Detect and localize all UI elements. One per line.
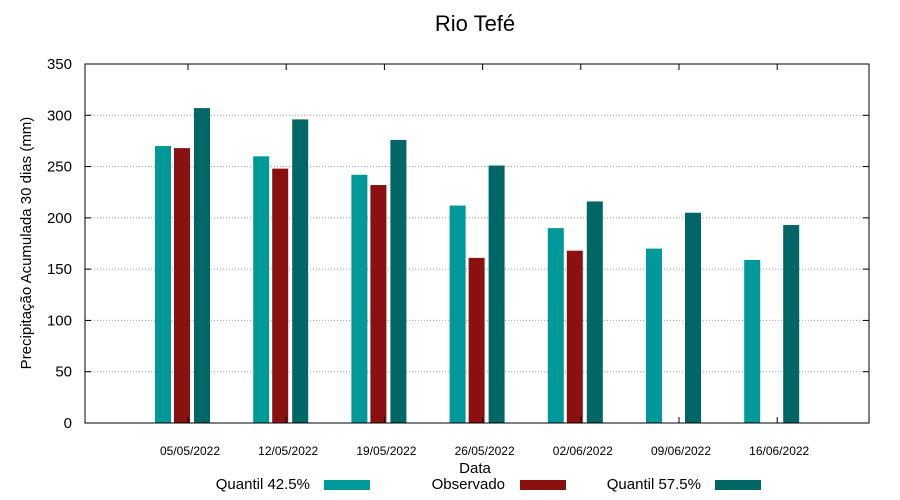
x-tick-label: 02/06/2022 bbox=[553, 444, 613, 458]
y-tick-label: 250 bbox=[47, 159, 72, 176]
y-tick-label: 300 bbox=[47, 107, 72, 124]
bar bbox=[449, 205, 466, 423]
bar bbox=[194, 108, 210, 423]
bar bbox=[488, 165, 505, 423]
bar bbox=[253, 156, 270, 424]
legend-item: Quantil 57.5% bbox=[607, 476, 761, 493]
bar bbox=[783, 225, 800, 423]
bar bbox=[174, 148, 190, 423]
chart-title: Rio Tefé bbox=[435, 11, 515, 36]
bar bbox=[646, 248, 662, 423]
legend-item: Observado bbox=[432, 476, 566, 493]
bars bbox=[155, 108, 800, 424]
legend-swatch bbox=[324, 480, 370, 490]
bar bbox=[566, 250, 583, 423]
y-axis-label: Precipitação Acumulada 30 dias (mm) bbox=[18, 117, 35, 370]
x-tick-label: 12/05/2022 bbox=[258, 444, 318, 458]
legend-label: Quantil 42.5% bbox=[216, 476, 310, 493]
x-tick-label: 05/05/2022 bbox=[160, 444, 220, 458]
bar bbox=[155, 146, 171, 424]
x-tick-label: 19/05/2022 bbox=[356, 444, 416, 458]
x-tick-label: 09/06/2022 bbox=[651, 444, 711, 458]
bar bbox=[272, 168, 289, 423]
bar bbox=[547, 228, 564, 423]
plot-frame bbox=[84, 63, 870, 424]
bar bbox=[586, 201, 603, 423]
legend-swatch bbox=[520, 480, 566, 490]
bar bbox=[292, 119, 309, 423]
bar bbox=[468, 257, 485, 423]
y-tick-label: 50 bbox=[55, 364, 72, 381]
bar bbox=[744, 259, 761, 423]
bar bbox=[390, 139, 407, 423]
bar bbox=[351, 174, 368, 423]
y-tick-label: 350 bbox=[47, 56, 72, 73]
x-axis-ticks: 05/05/2022 12/05/2022 19/05/2022 26/05/2022… bbox=[160, 64, 810, 458]
y-tick-label: 100 bbox=[47, 312, 72, 329]
x-axis-label: Data bbox=[459, 460, 491, 477]
legend-label: Observado bbox=[432, 476, 505, 493]
x-tick-label: 16/06/2022 bbox=[749, 444, 809, 458]
legend-label: Quantil 57.5% bbox=[607, 476, 701, 493]
y-tick-label: 200 bbox=[47, 210, 72, 227]
bar bbox=[685, 212, 701, 423]
y-axis-ticks: 0 50 100 150 200 250 300 350 bbox=[47, 56, 869, 432]
legend-item: Quantil 42.5% bbox=[216, 476, 370, 493]
legend: Quantil 42.5% Observado Quantil 57.5% bbox=[216, 476, 761, 493]
x-tick-label: 26/05/2022 bbox=[455, 444, 515, 458]
legend-swatch bbox=[715, 480, 761, 490]
y-tick-label: 0 bbox=[64, 415, 72, 432]
bar bbox=[370, 185, 387, 423]
y-tick-label: 150 bbox=[47, 261, 72, 278]
